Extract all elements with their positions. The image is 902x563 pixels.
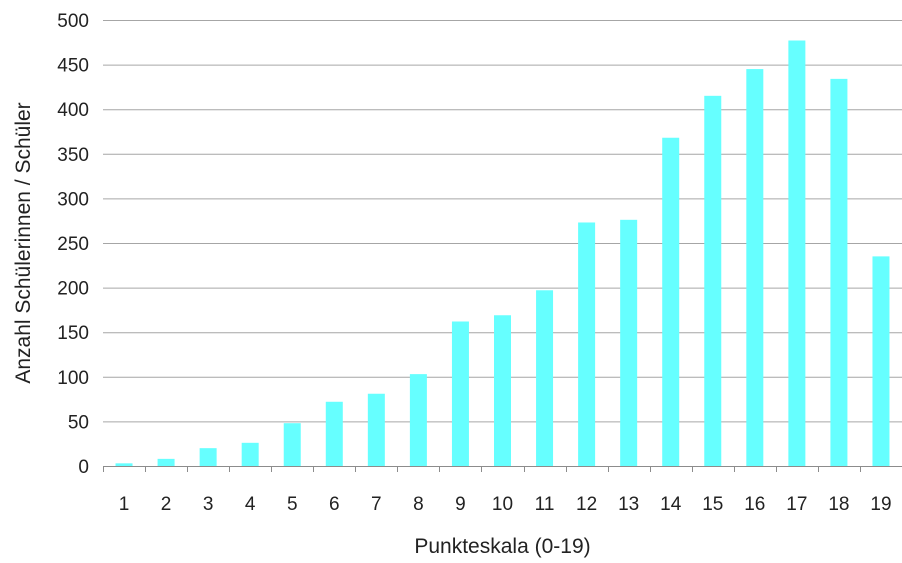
x-tick-label: 16 [744,494,765,515]
x-tick-label: 13 [618,494,639,515]
y-tick-label: 150 [57,323,89,344]
bar [157,458,175,466]
y-tick-label: 450 [57,56,89,77]
x-tick-marks [103,466,861,472]
x-tick-label: 6 [329,494,340,515]
x-tick-label: 14 [660,494,682,515]
bar [241,442,259,466]
x-tick-label: 12 [576,494,597,515]
y-tick-label: 300 [57,189,89,210]
bar [451,321,469,466]
y-tick-label: 250 [57,234,89,255]
bars [115,40,890,467]
bar [367,393,385,466]
y-tick-labels: 0 50 100 150 200 250 300 350 400 450 500 [57,11,89,478]
bar [536,290,554,466]
bar [115,463,133,466]
bar [620,219,638,466]
x-tick-label: 9 [455,494,466,515]
x-tick-label: 2 [161,494,172,515]
bar [788,40,806,467]
y-axis-title: Anzahl Schülerinnen / Schüler [12,102,35,383]
bar [662,137,680,466]
x-tick-label: 8 [413,494,424,515]
x-tick-label: 15 [702,494,723,515]
x-tick-label: 1 [119,494,130,515]
bar [872,256,890,466]
bar [704,95,722,466]
y-tick-label: 500 [57,11,89,32]
x-tick-label: 11 [535,494,555,515]
bar [199,448,217,466]
y-tick-label: 350 [57,145,89,166]
x-axis-title: Punkteskala (0-19) [414,535,590,558]
bar [283,423,301,466]
x-tick-label: 4 [245,494,256,515]
x-tick-label: 3 [203,494,214,515]
y-tick-label: 400 [57,100,89,121]
y-tick-label: 50 [68,412,89,433]
bar [578,222,596,466]
gridlines [103,20,902,423]
x-tick-label: 18 [828,494,849,515]
x-tick-label: 17 [786,494,807,515]
x-tick-label: 5 [287,494,298,515]
x-tick-label: 7 [371,494,382,515]
bar [830,78,848,466]
y-tick-label: 100 [57,368,89,389]
x-tick-labels: 1 2 3 4 5 6 7 8 9 10 11 12 13 14 15 16 17 18 19 [119,494,892,515]
bar [409,374,427,466]
bar [325,401,343,466]
bar [494,315,511,466]
y-tick-label: 200 [57,279,89,300]
bar [746,69,764,466]
x-tick-label: 19 [870,494,891,515]
x-tick-label: 10 [492,494,513,515]
y-tick-label: 0 [78,457,89,478]
